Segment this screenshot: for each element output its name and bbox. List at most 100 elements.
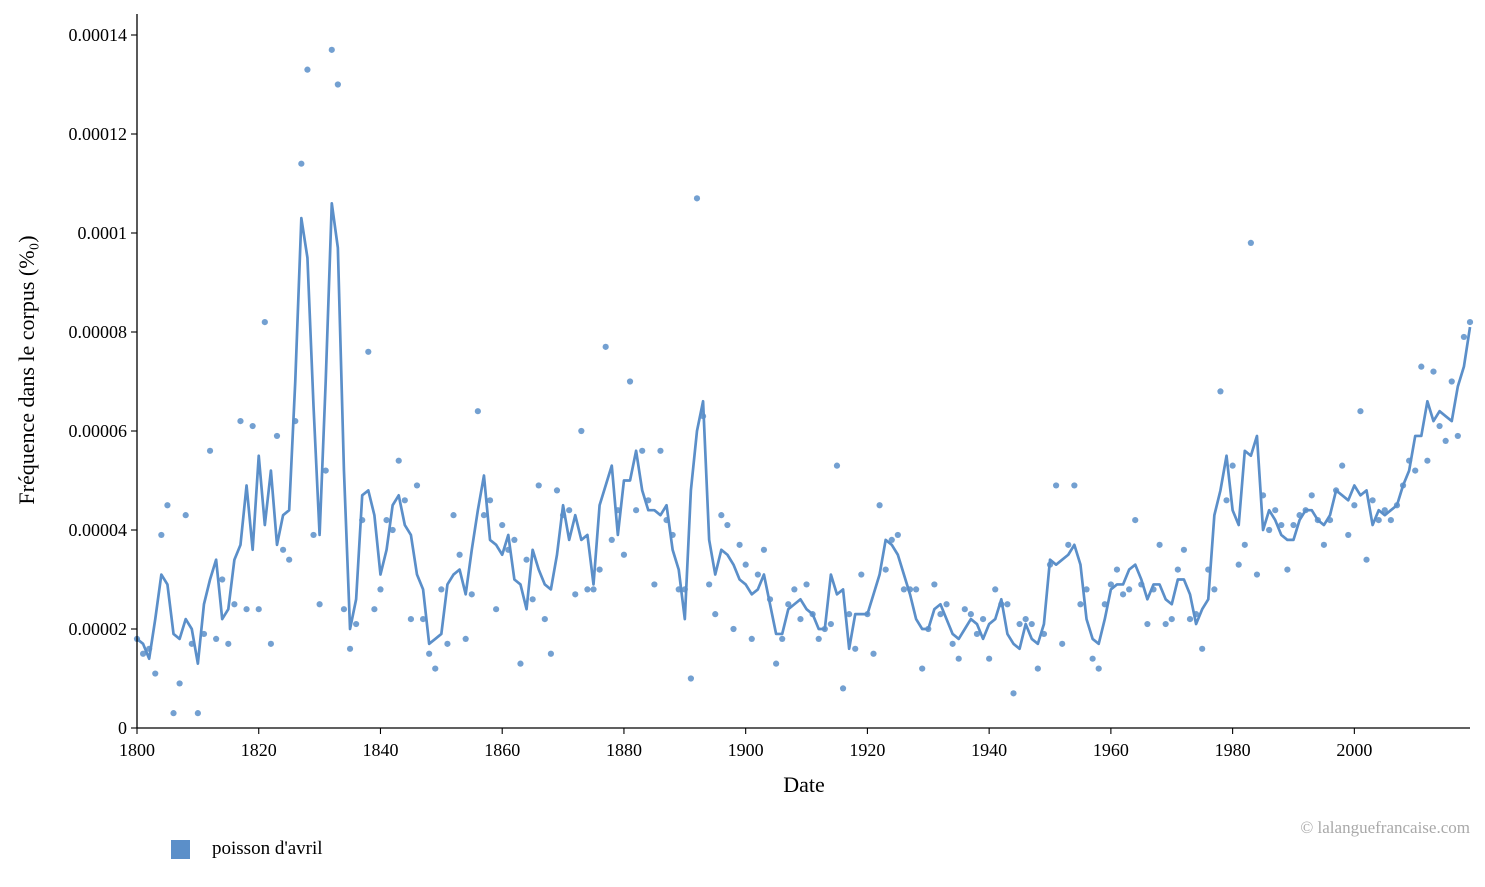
data-point — [894, 531, 901, 539]
series-line-poisson-davril — [136, 201, 1472, 665]
x-tick-label: 1800 — [119, 740, 155, 760]
data-point — [1162, 620, 1169, 628]
data-point — [249, 422, 256, 430]
data-point — [517, 660, 524, 667]
x-tick-label: 1860 — [484, 740, 520, 760]
x-tick-label: 1940 — [971, 740, 1007, 760]
x-tick-label: 2000 — [1336, 740, 1372, 760]
chart-axes: 1800 1820 1840 1860 1880 1900 1920 1940 1960 1980… — [69, 14, 1470, 760]
x-tick-label: 1980 — [1215, 740, 1251, 760]
data-point — [712, 611, 719, 618]
data-point — [1119, 591, 1127, 598]
data-point — [724, 521, 731, 529]
data-point — [1320, 541, 1328, 548]
data-point — [365, 348, 372, 355]
data-point — [748, 635, 755, 643]
data-point — [730, 625, 737, 633]
data-point — [687, 675, 694, 682]
data-point — [1107, 581, 1114, 588]
data-point — [401, 497, 408, 504]
data-point — [1266, 526, 1273, 534]
data-point — [1412, 467, 1419, 474]
data-point — [273, 432, 281, 440]
data-point — [943, 601, 950, 608]
data-point — [1466, 319, 1474, 326]
data-point — [389, 526, 396, 534]
data-point — [499, 521, 506, 529]
data-point — [961, 606, 968, 613]
data-point — [182, 512, 189, 519]
data-point — [1278, 521, 1285, 529]
data-point — [852, 645, 859, 652]
data-point — [1028, 620, 1035, 628]
data-point — [1083, 586, 1090, 593]
data-point — [870, 650, 877, 657]
data-point — [468, 591, 475, 598]
x-tick-label: 1900 — [728, 740, 764, 760]
y-tick-label: 0.00002 — [69, 619, 128, 639]
y-tick-label: 0.0001 — [78, 223, 128, 243]
data-point — [1010, 690, 1017, 697]
data-point — [1077, 601, 1084, 608]
data-point — [255, 606, 262, 613]
data-point — [1247, 239, 1254, 246]
data-point — [791, 586, 798, 593]
x-tick-label: 1960 — [1093, 740, 1129, 760]
data-point — [1053, 482, 1060, 489]
data-point — [882, 566, 889, 573]
data-point — [979, 616, 987, 623]
copyright-notice: © lalanguefrancaise.com — [1300, 818, 1470, 837]
data-point — [876, 502, 883, 509]
data-point — [298, 160, 305, 167]
data-point — [839, 685, 847, 692]
data-point — [261, 319, 268, 326]
data-point — [1174, 566, 1181, 573]
y-tick-label: 0.00012 — [69, 124, 128, 144]
data-point — [480, 512, 488, 519]
data-point — [1387, 517, 1394, 524]
data-point — [596, 566, 603, 573]
data-point — [450, 512, 457, 519]
data-point — [1345, 531, 1352, 539]
data-point — [553, 487, 561, 494]
legend-label-poisson-davril: poisson d'avril — [212, 838, 323, 859]
data-point — [1357, 408, 1364, 415]
data-point — [1308, 492, 1315, 499]
data-point — [566, 507, 573, 514]
data-point — [1223, 497, 1230, 504]
data-point — [1126, 586, 1133, 593]
data-point — [1071, 482, 1078, 489]
data-point — [913, 586, 920, 593]
data-point — [170, 710, 177, 717]
data-point — [602, 343, 609, 350]
data-point — [1436, 422, 1443, 430]
data-point — [493, 606, 500, 613]
data-point — [1089, 655, 1096, 662]
data-point — [547, 650, 554, 657]
y-axis-label: Fréquence dans le corpus (%₀) — [14, 235, 39, 504]
data-point — [973, 630, 981, 638]
data-point — [1229, 462, 1236, 469]
data-point — [1442, 437, 1449, 444]
data-point — [1034, 665, 1041, 672]
data-point — [340, 606, 348, 613]
data-point — [310, 531, 317, 539]
data-point — [206, 447, 214, 454]
data-point — [1211, 586, 1218, 593]
data-point — [322, 467, 329, 474]
data-point — [316, 601, 323, 608]
data-point — [1113, 566, 1121, 573]
data-point — [426, 650, 433, 657]
legend: poisson d'avril — [171, 838, 323, 860]
data-point — [620, 551, 628, 558]
data-point — [395, 457, 402, 464]
data-point — [1241, 541, 1248, 548]
data-point — [760, 546, 768, 553]
data-point — [815, 635, 822, 643]
data-point — [1430, 368, 1437, 375]
data-point — [456, 551, 463, 558]
data-point — [1235, 561, 1242, 568]
data-point — [438, 586, 445, 593]
y-tick-label: 0.00004 — [69, 520, 128, 540]
data-point — [1132, 517, 1139, 524]
